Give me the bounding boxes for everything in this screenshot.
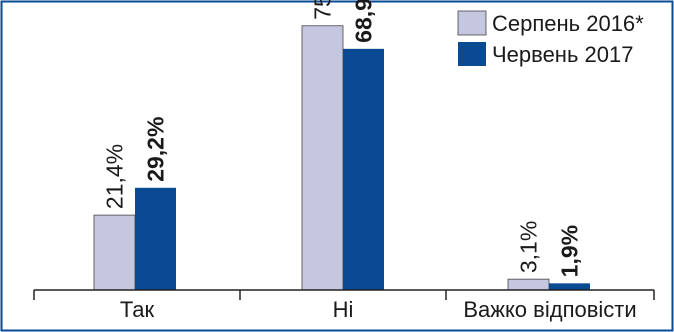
bars-layer — [93, 25, 590, 291]
legend-label: Серпень 2016* — [492, 11, 644, 36]
bar-series2-0 — [135, 187, 176, 290]
data-label: 3,1% — [516, 221, 542, 273]
data-labels-layer: 21,4% 29,2% 75,5% 68,9% 3,1% 1,9% — [102, 0, 583, 277]
legend: Серпень 2016* Червень 2017 — [457, 10, 644, 67]
data-label: 29,2% — [143, 117, 169, 182]
x-axis: Так Ні Важко відповісти — [33, 289, 655, 322]
bar-series1-0 — [93, 214, 136, 291]
legend-swatch — [458, 42, 486, 66]
data-label: 21,4% — [102, 144, 128, 209]
data-label: 1,9% — [557, 225, 583, 277]
bar-series1-1 — [301, 25, 344, 291]
legend-label: Червень 2017 — [492, 42, 633, 67]
bar-series1-2 — [507, 278, 550, 291]
bar-series2-2 — [549, 283, 590, 290]
bar-series2-1 — [343, 48, 384, 290]
x-tick-label: Ні — [333, 297, 354, 322]
legend-swatch — [457, 10, 487, 36]
x-tick-label: Важко відповісти — [463, 297, 636, 322]
data-label: 68,9% — [351, 0, 377, 43]
x-tick-label: Так — [120, 297, 155, 322]
data-label: 75,5% — [310, 0, 336, 20]
